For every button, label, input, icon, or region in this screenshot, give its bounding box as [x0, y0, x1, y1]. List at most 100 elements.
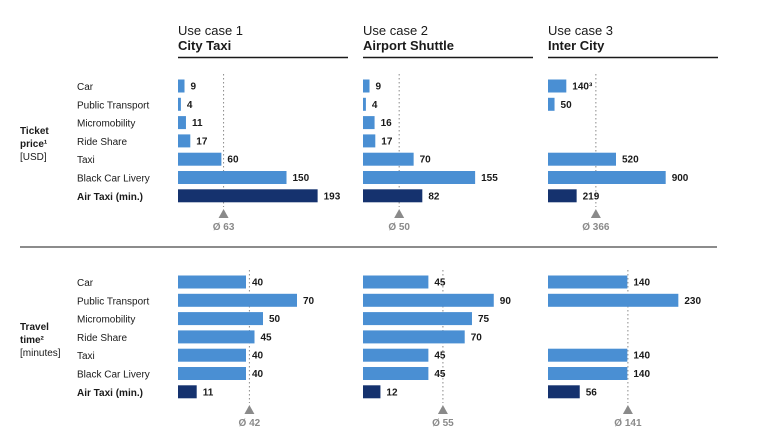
- category-label: Micromobility: [77, 119, 135, 130]
- use-case-1-name: City Taxi: [178, 38, 231, 53]
- average-label: Ø 63: [213, 222, 235, 233]
- average-label: Ø 42: [239, 418, 261, 429]
- bar: [178, 293, 297, 307]
- bar-value-label: 4: [187, 100, 193, 111]
- bar-value-label: 45: [434, 369, 446, 380]
- use-case-3-name: Inter City: [548, 38, 605, 53]
- bar-value-label: 140: [633, 369, 650, 380]
- bar-value-label: 17: [196, 136, 208, 147]
- bar: [178, 312, 263, 326]
- bar: [363, 134, 376, 148]
- bar: [548, 275, 628, 289]
- metric-label: price¹: [20, 139, 48, 150]
- bar-value-label: 40: [252, 278, 264, 289]
- bar: [178, 348, 246, 362]
- category-label: Ride Share: [77, 333, 127, 344]
- category-label: Ride Share: [77, 137, 127, 148]
- bar: [548, 171, 666, 184]
- bar-value-label: 70: [303, 296, 315, 307]
- bar: [178, 97, 181, 111]
- bar: [178, 330, 255, 344]
- metric-label: Ticket: [20, 126, 49, 137]
- average-marker: [394, 209, 405, 218]
- bar: [363, 367, 429, 380]
- bar-value-label: 155: [481, 173, 498, 184]
- bar: [548, 385, 580, 399]
- bar: [178, 171, 287, 184]
- bar-value-label: 17: [381, 136, 393, 147]
- bar-value-label: 4: [372, 100, 378, 111]
- bar: [363, 152, 414, 166]
- bar-value-label: 219: [583, 191, 600, 202]
- bar-value-label: 140: [633, 278, 650, 289]
- bar: [363, 97, 366, 111]
- metric-label: Travel: [20, 322, 49, 333]
- bar: [178, 134, 191, 148]
- category-label: Public Transport: [77, 100, 149, 111]
- metric-label: [USD]: [20, 152, 47, 163]
- average-marker: [218, 209, 229, 218]
- category-label: Micromobility: [77, 315, 135, 326]
- bar: [363, 385, 381, 399]
- bar-value-label: 9: [376, 82, 382, 93]
- bar-value-label: 230: [684, 296, 701, 307]
- average-marker: [590, 209, 601, 218]
- average-label: Ø 366: [582, 222, 610, 233]
- bar-value-label: 82: [428, 191, 440, 202]
- bar: [363, 348, 429, 362]
- bar: [363, 275, 429, 289]
- bar: [363, 171, 476, 184]
- bar-value-label: 16: [381, 118, 393, 129]
- bar-value-label: 11: [203, 387, 214, 398]
- bar: [178, 116, 186, 130]
- bar-value-label: 900: [672, 173, 689, 184]
- bar: [548, 152, 616, 166]
- use-case-2-label: Use case 2: [363, 23, 428, 38]
- bar-value-label: 45: [261, 332, 273, 343]
- category-label: Car: [77, 278, 94, 289]
- category-label: Black Car Livery: [77, 370, 150, 381]
- category-label: Air Taxi (min.): [77, 192, 143, 203]
- category-label: Air Taxi (min.): [77, 388, 143, 399]
- average-label: Ø 55: [432, 418, 454, 429]
- bar: [178, 152, 222, 166]
- bar-value-label: 56: [586, 387, 598, 398]
- category-label: Taxi: [77, 155, 95, 166]
- average-marker: [622, 405, 633, 414]
- bar: [363, 116, 375, 130]
- bar-value-label: 150: [293, 173, 310, 184]
- use-case-2-name: Airport Shuttle: [363, 38, 454, 53]
- bar-value-label: 193: [324, 191, 341, 202]
- average-label: Ø 50: [388, 222, 410, 233]
- use-case-1-label: Use case 1: [178, 23, 243, 38]
- metric-label: time²: [20, 335, 45, 346]
- bar: [363, 79, 370, 93]
- bar: [363, 312, 472, 326]
- use-case-3-label: Use case 3: [548, 23, 613, 38]
- bar-value-label: 70: [420, 155, 432, 166]
- category-label: Black Car Livery: [77, 174, 150, 185]
- bar-value-label: 9: [191, 82, 197, 93]
- bar: [178, 189, 318, 203]
- bar-value-label: 140: [633, 351, 650, 362]
- category-label: Taxi: [77, 351, 95, 362]
- bar-value-label: 70: [471, 332, 483, 343]
- average-marker: [437, 405, 448, 414]
- bar: [548, 79, 567, 93]
- bar: [178, 79, 185, 93]
- bar: [363, 330, 465, 344]
- bar: [548, 97, 555, 111]
- bar: [178, 385, 197, 399]
- bar-value-label: 11: [192, 118, 203, 129]
- category-label: Car: [77, 82, 94, 93]
- metric-label: [minutes]: [20, 348, 61, 359]
- average-label: Ø 141: [614, 418, 642, 429]
- bar-value-label: 90: [500, 296, 512, 307]
- bar-value-label: 12: [386, 387, 398, 398]
- bar: [548, 293, 679, 307]
- bar-value-label: 40: [252, 351, 264, 362]
- bar: [548, 189, 577, 203]
- bar: [178, 367, 246, 380]
- bar: [548, 367, 628, 380]
